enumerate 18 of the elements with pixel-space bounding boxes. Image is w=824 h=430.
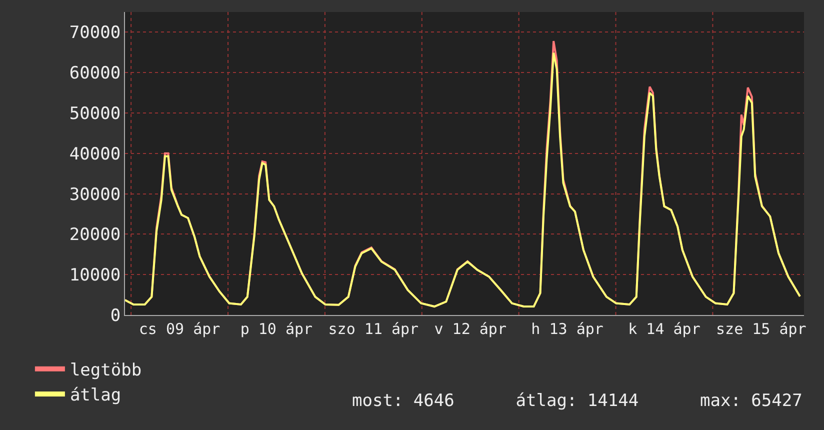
y-tick-label: 70000 xyxy=(69,23,121,44)
x-tick-label: szo 11 ápr xyxy=(328,320,419,338)
x-tick-label: cs 09 ápr xyxy=(138,320,220,338)
text: most: 4646 átlag: 14144 max: 65427 xyxy=(352,391,802,411)
y-tick-label: 20000 xyxy=(69,225,121,246)
x-tick-label: v 12 ápr xyxy=(434,320,506,338)
y-tick-label: 40000 xyxy=(69,144,121,164)
legend-label: átlag xyxy=(70,386,122,406)
x-tick-label: p 10 ápr xyxy=(240,320,313,338)
legend-label: legtöbb xyxy=(70,360,142,381)
y-tick-label: 50000 xyxy=(69,104,121,124)
y-tick-label: 60000 xyxy=(69,64,121,84)
y-tick-label: 10000 xyxy=(69,266,121,286)
y-tick-label: 30000 xyxy=(69,184,121,205)
y-tick-label: 0 xyxy=(110,306,121,326)
x-tick-label: k 14 ápr xyxy=(628,320,700,338)
x-tick-label: sze 15 ápr xyxy=(716,320,806,338)
x-tick-label: h 13 ápr xyxy=(531,320,604,338)
